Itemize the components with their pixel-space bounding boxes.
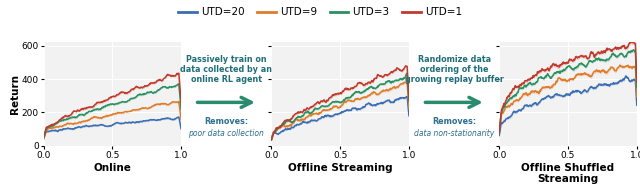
Text: data non-stationarity: data non-stationarity — [414, 129, 494, 138]
X-axis label: Online: Online — [93, 163, 131, 173]
X-axis label: Offline Streaming: Offline Streaming — [288, 163, 392, 173]
Legend: UTD=20, UTD=9, UTD=3, UTD=1: UTD=20, UTD=9, UTD=3, UTD=1 — [173, 3, 467, 22]
Text: Passively train on
data collected by an
online RL agent: Passively train on data collected by an … — [180, 55, 272, 84]
Text: Removes:: Removes: — [432, 117, 476, 126]
Y-axis label: Return: Return — [10, 74, 20, 114]
X-axis label: Offline Shuffled
Streaming: Offline Shuffled Streaming — [522, 163, 614, 184]
Text: Randomize data
ordering of the
growing replay buffer: Randomize data ordering of the growing r… — [404, 55, 504, 84]
Text: Removes:: Removes: — [204, 117, 248, 126]
Text: poor data collection: poor data collection — [188, 129, 264, 138]
